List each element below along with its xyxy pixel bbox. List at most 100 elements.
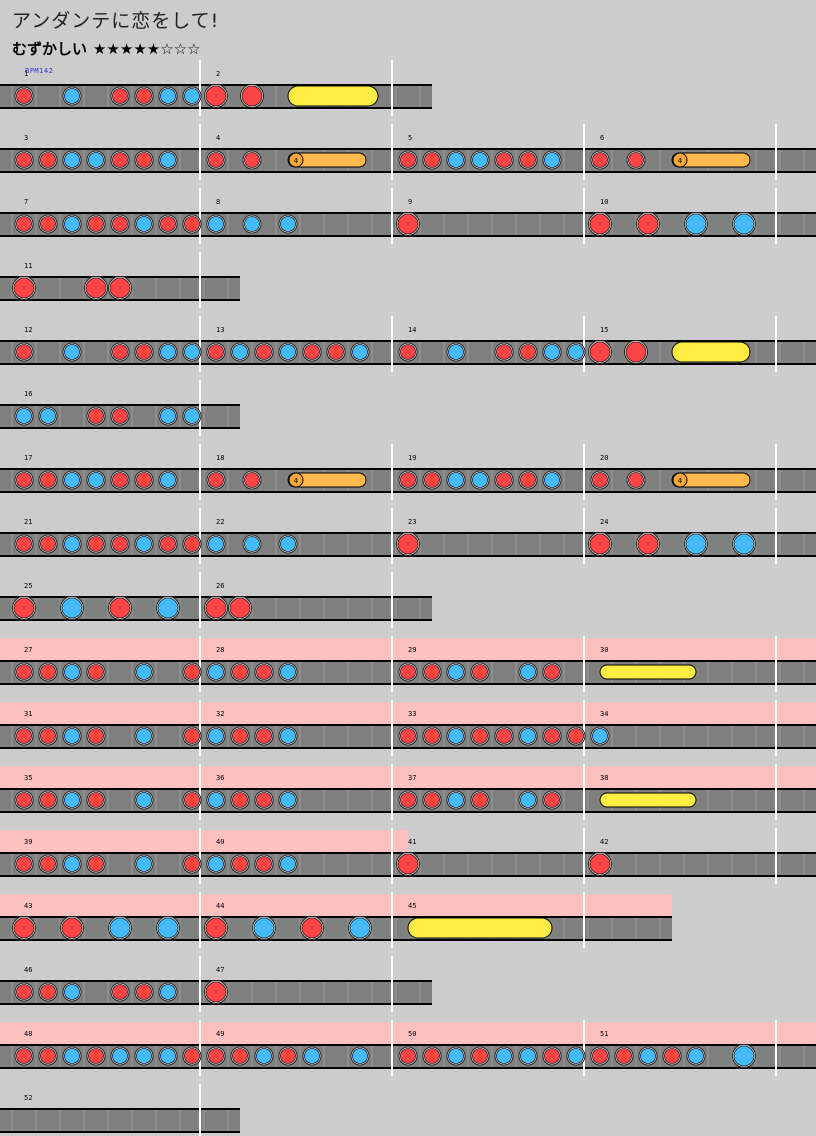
measure-number: 31 <box>24 710 32 718</box>
chart-row: 25 26 <box>0 572 432 628</box>
gogo-highlight <box>0 638 816 662</box>
measure-number: 48 <box>24 1030 32 1038</box>
don-note <box>592 1048 608 1064</box>
measure-number: 24 <box>600 518 608 526</box>
chart-row: 3 4 5 6 4 4 <box>0 124 816 180</box>
difficulty-line: むずかしい ★★★★★☆☆☆ <box>12 38 201 59</box>
don-note <box>424 664 440 680</box>
don-note <box>544 792 560 808</box>
chart-row: 46 47 <box>0 956 432 1012</box>
don-note <box>544 1048 560 1064</box>
measure-number: 29 <box>408 646 416 654</box>
big-ka-note <box>349 917 371 939</box>
ka-note <box>448 792 464 808</box>
ka-note <box>136 216 152 232</box>
big-ka-note <box>109 917 131 939</box>
measure-number: 1 <box>24 70 28 78</box>
don-note <box>88 536 104 552</box>
chart-row: 12 13 14 15 <box>0 316 816 372</box>
measure-number: 20 <box>600 454 608 462</box>
big-don-note <box>205 917 227 939</box>
measure-number: 47 <box>216 966 224 974</box>
ka-note <box>688 1048 704 1064</box>
don-note <box>520 152 536 168</box>
ka-note <box>112 1048 128 1064</box>
bpm-label: BPM142 <box>25 67 54 75</box>
ka-note <box>520 664 536 680</box>
balloon-count: 4 <box>294 157 298 165</box>
don-note <box>112 152 128 168</box>
don-note <box>40 728 56 744</box>
ka-note <box>136 728 152 744</box>
balloon-count: 4 <box>678 157 682 165</box>
song-title: アンダンテに恋をして! <box>12 10 220 32</box>
ka-note <box>472 472 488 488</box>
chart-row: 21 22 23 24 <box>0 508 816 564</box>
balloon-note <box>672 472 688 488</box>
don-note <box>40 984 56 1000</box>
drumroll-bar <box>671 341 751 363</box>
ka-note <box>472 152 488 168</box>
balloon-bar <box>287 472 367 488</box>
big-don-note <box>589 853 611 875</box>
don-note <box>232 728 248 744</box>
measure-number: 21 <box>24 518 32 526</box>
measure-number: 28 <box>216 646 224 654</box>
don-note <box>16 664 32 680</box>
ka-note <box>64 88 80 104</box>
chart-row: 43 44 45 <box>0 892 672 948</box>
measure-number: 9 <box>408 198 412 206</box>
ka-note <box>64 1048 80 1064</box>
don-note <box>628 152 644 168</box>
ka-note <box>448 472 464 488</box>
don-note <box>472 664 488 680</box>
measure-number: 25 <box>24 582 32 590</box>
measure-number: 18 <box>216 454 224 462</box>
don-note <box>664 1048 680 1064</box>
balloon-bar <box>671 472 751 488</box>
don-note <box>88 664 104 680</box>
ka-note <box>232 344 248 360</box>
don-note <box>136 984 152 1000</box>
ka-note <box>352 1048 368 1064</box>
don-note <box>424 1048 440 1064</box>
ka-note <box>520 728 536 744</box>
ka-note <box>64 856 80 872</box>
ka-note <box>64 792 80 808</box>
ka-note <box>64 152 80 168</box>
measure-number: 7 <box>24 198 28 206</box>
don-note <box>16 792 32 808</box>
measure-number: 51 <box>600 1030 608 1038</box>
balloon-note <box>672 152 688 168</box>
measure-number: 11 <box>24 262 32 270</box>
big-don-note <box>205 597 227 619</box>
don-note <box>112 536 128 552</box>
don-note <box>400 152 416 168</box>
don-note <box>400 344 416 360</box>
ka-note <box>184 88 200 104</box>
don-note <box>424 472 440 488</box>
measure-number: 26 <box>216 582 224 590</box>
ka-note <box>592 728 608 744</box>
don-note <box>136 152 152 168</box>
measure-number: 3 <box>24 134 28 142</box>
measure-number: 17 <box>24 454 32 462</box>
measure-number: 35 <box>24 774 32 782</box>
balloon-count: 4 <box>678 477 682 485</box>
don-note <box>232 664 248 680</box>
don-note <box>40 152 56 168</box>
ka-note <box>136 664 152 680</box>
measure-number: 30 <box>600 646 608 654</box>
measure-number: 50 <box>408 1030 416 1038</box>
measure-number: 4 <box>216 134 220 142</box>
don-note <box>16 216 32 232</box>
measure-number: 32 <box>216 710 224 718</box>
ka-note <box>448 152 464 168</box>
don-note <box>112 216 128 232</box>
chart-row: 27 28 29 30 <box>0 636 816 692</box>
don-note <box>592 472 608 488</box>
chart-row: 35 36 37 38 <box>0 764 816 820</box>
measure-number: 33 <box>408 710 416 718</box>
ka-note <box>244 536 260 552</box>
